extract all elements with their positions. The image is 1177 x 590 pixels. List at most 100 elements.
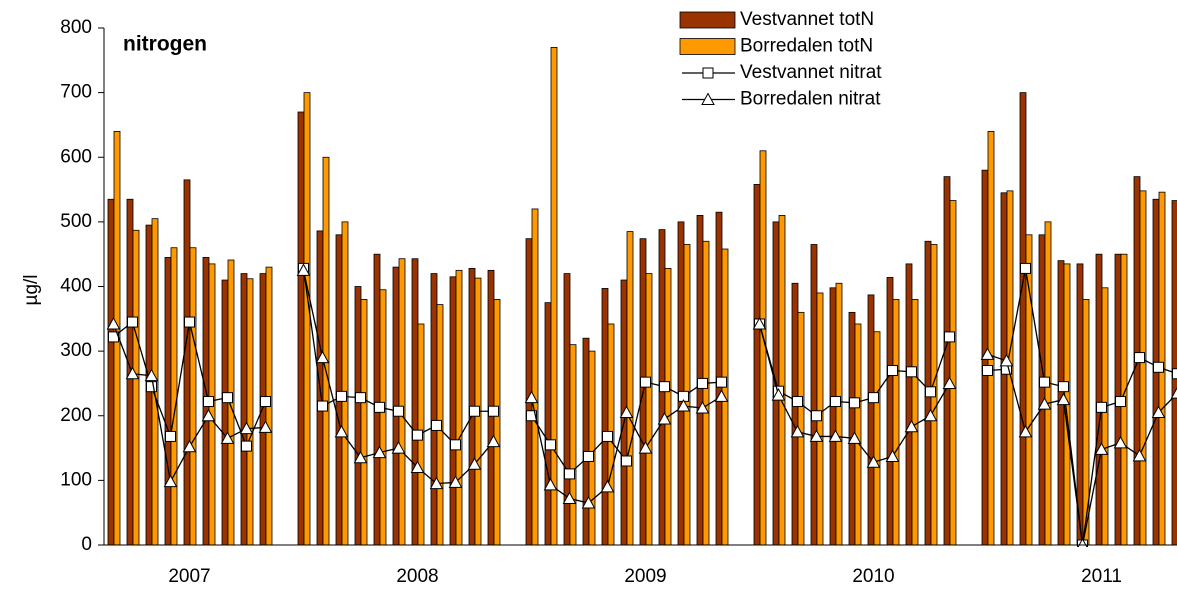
bar bbox=[626, 231, 634, 546]
marker bbox=[906, 366, 917, 378]
marker bbox=[944, 331, 955, 343]
bar bbox=[132, 229, 140, 546]
y-tick-label: 700 bbox=[60, 82, 92, 103]
marker bbox=[429, 476, 444, 490]
bar bbox=[379, 289, 387, 546]
marker bbox=[980, 347, 995, 360]
legend: Vestvannet totN Borredalen totN Vestvannet… bbox=[679, 9, 882, 110]
bar bbox=[949, 200, 957, 546]
bar bbox=[987, 130, 995, 546]
y-tick-label: 400 bbox=[60, 276, 92, 297]
bar bbox=[848, 311, 856, 546]
bar bbox=[398, 258, 406, 546]
marker bbox=[701, 92, 715, 105]
marker bbox=[334, 424, 349, 438]
bar bbox=[373, 253, 381, 546]
bar bbox=[582, 337, 590, 546]
y-tick-label: 600 bbox=[60, 146, 92, 167]
plot bbox=[106, 46, 1177, 547]
bar bbox=[322, 156, 330, 546]
bar bbox=[259, 273, 267, 546]
marker bbox=[999, 353, 1014, 367]
marker bbox=[697, 377, 708, 389]
bar bbox=[778, 215, 786, 546]
marker bbox=[450, 439, 461, 451]
marker bbox=[182, 439, 197, 453]
marker bbox=[811, 410, 822, 422]
bar bbox=[911, 299, 919, 546]
bar bbox=[702, 240, 710, 546]
marker bbox=[619, 405, 634, 419]
x-group-label: 2011 bbox=[1081, 566, 1122, 587]
marker bbox=[640, 376, 651, 388]
marker bbox=[431, 419, 442, 431]
marker bbox=[752, 316, 767, 330]
marker bbox=[184, 316, 195, 328]
y-tick-label: 300 bbox=[60, 340, 92, 361]
bar bbox=[189, 247, 197, 546]
bar bbox=[550, 46, 558, 546]
chart-title: nitrogen bbox=[123, 33, 207, 56]
bar bbox=[341, 221, 349, 546]
bar bbox=[867, 294, 875, 546]
marker bbox=[849, 397, 860, 409]
marker bbox=[336, 390, 347, 402]
bar bbox=[1139, 190, 1147, 546]
bar bbox=[303, 92, 311, 546]
bar bbox=[873, 331, 881, 546]
bar bbox=[753, 183, 761, 546]
legend-swatch bbox=[679, 38, 736, 55]
marker bbox=[638, 441, 653, 454]
marker bbox=[526, 410, 537, 422]
marker bbox=[222, 392, 233, 404]
marker bbox=[355, 392, 366, 404]
marker bbox=[260, 396, 271, 408]
marker bbox=[488, 405, 499, 417]
legend-label: Vestvannet nitrat bbox=[740, 62, 882, 83]
marker bbox=[1134, 352, 1145, 364]
bar bbox=[107, 198, 115, 546]
bar bbox=[164, 257, 172, 546]
bar bbox=[829, 287, 837, 546]
bar bbox=[892, 299, 900, 546]
marker bbox=[146, 381, 157, 393]
bar bbox=[430, 273, 438, 546]
bar bbox=[569, 344, 577, 546]
marker bbox=[1153, 361, 1164, 373]
marker bbox=[144, 368, 159, 382]
marker bbox=[600, 479, 615, 493]
marker bbox=[317, 400, 328, 412]
marker bbox=[925, 386, 936, 398]
bar bbox=[531, 208, 539, 546]
bar bbox=[1101, 287, 1109, 546]
bar bbox=[1019, 92, 1027, 546]
marker bbox=[125, 366, 140, 380]
marker bbox=[106, 316, 121, 330]
marker bbox=[239, 421, 254, 435]
marker bbox=[1020, 262, 1031, 274]
x-group-label: 2008 bbox=[396, 566, 438, 587]
bar bbox=[905, 263, 913, 546]
marker bbox=[315, 350, 330, 364]
marker bbox=[127, 316, 138, 328]
marker bbox=[621, 455, 632, 467]
marker bbox=[657, 411, 672, 425]
marker bbox=[716, 376, 727, 388]
bar bbox=[759, 150, 767, 546]
marker bbox=[809, 429, 824, 442]
marker bbox=[1151, 405, 1166, 419]
marker bbox=[469, 405, 480, 417]
marker bbox=[885, 449, 900, 462]
marker bbox=[828, 429, 843, 442]
bar bbox=[886, 277, 894, 546]
bar bbox=[563, 273, 571, 546]
bar bbox=[360, 299, 368, 546]
marker bbox=[353, 450, 368, 464]
marker bbox=[1172, 368, 1177, 380]
marker bbox=[790, 424, 805, 438]
y-tick-label: 200 bbox=[60, 405, 92, 426]
marker bbox=[486, 434, 501, 448]
marker bbox=[412, 429, 423, 441]
y-axis-label: µg/l bbox=[21, 274, 42, 305]
x-group-label: 2007 bbox=[168, 566, 210, 587]
